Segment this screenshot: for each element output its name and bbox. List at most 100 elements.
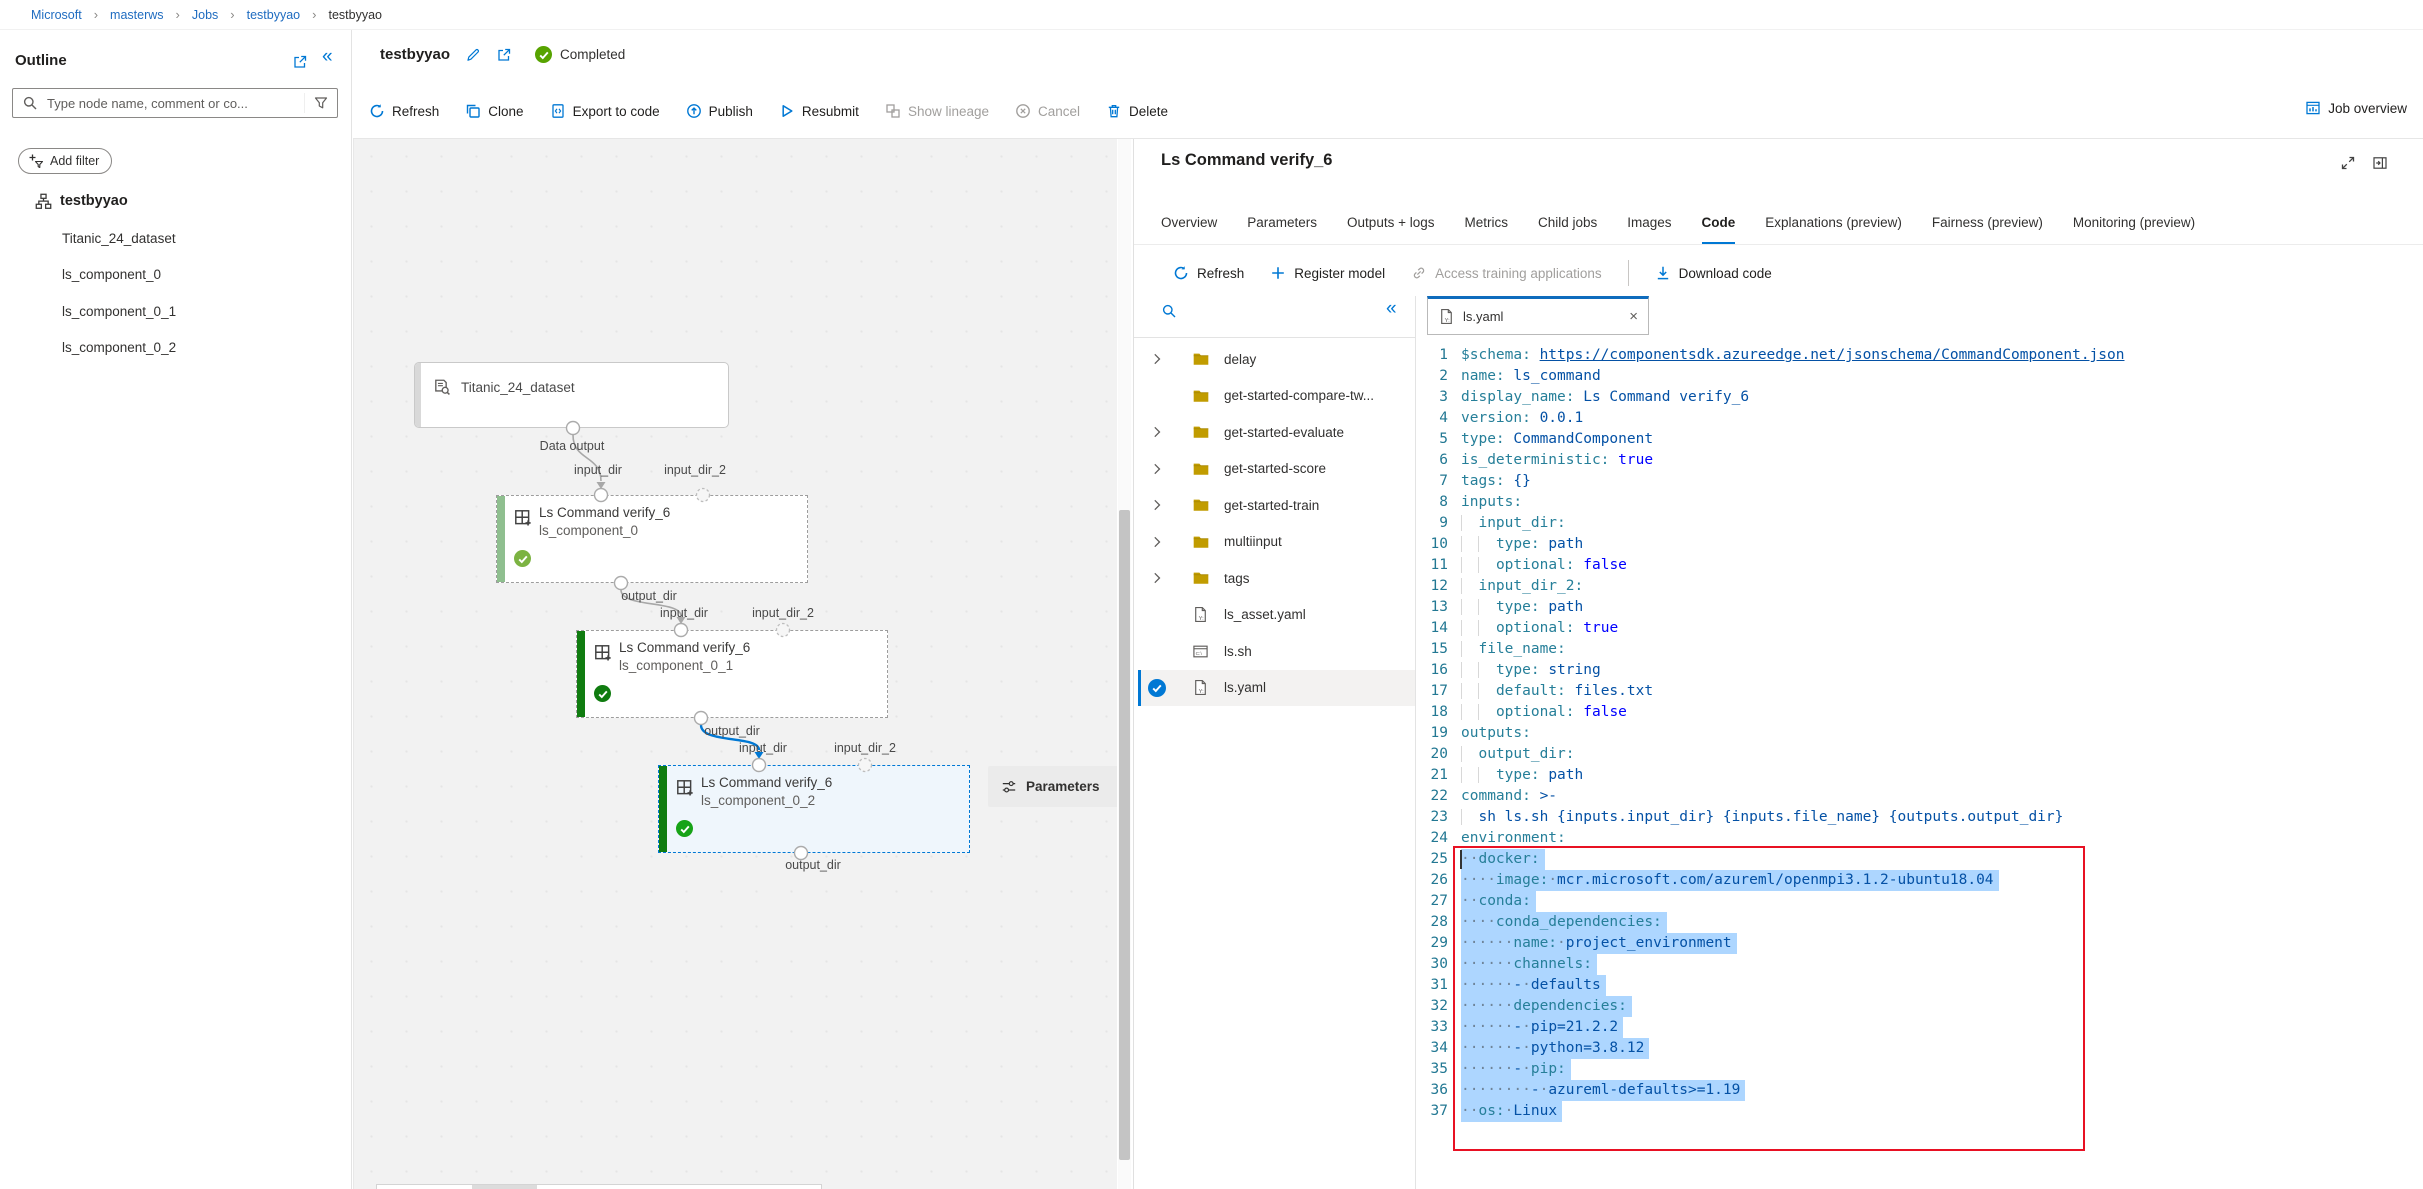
- code-line-37[interactable]: 37 ··os:·Linux: [1422, 1101, 2423, 1122]
- code-line-12[interactable]: 12 input_dir_2:: [1422, 576, 2423, 597]
- parameters-button[interactable]: Parameters: [988, 766, 1117, 807]
- tab-images[interactable]: Images: [1627, 215, 1672, 230]
- node-search-input[interactable]: [45, 94, 296, 112]
- file-row-ls-asset-yaml[interactable]: Y: ls_asset.yaml: [1138, 597, 1415, 634]
- code-line-32[interactable]: 32 ······dependencies:: [1422, 996, 2423, 1017]
- resubmit-button[interactable]: Resubmit: [779, 103, 859, 119]
- collapse-file-tree-icon[interactable]: «: [1386, 298, 1397, 319]
- file-row-tags[interactable]: tags: [1138, 560, 1415, 597]
- share-icon[interactable]: [496, 47, 512, 63]
- tab-parameters[interactable]: Parameters: [1247, 215, 1318, 230]
- tab-outputs-logs[interactable]: Outputs + logs: [1347, 215, 1435, 230]
- chevron-right-icon[interactable]: [1148, 461, 1166, 477]
- code-line-19[interactable]: 19 outputs:: [1422, 723, 2423, 744]
- tab-overview[interactable]: Overview: [1161, 215, 1218, 230]
- tab-child-jobs[interactable]: Child jobs: [1537, 215, 1598, 230]
- breadcrumb-item-jobs-2[interactable]: Jobs: [191, 7, 219, 22]
- code-line-13[interactable]: 13 type: path: [1422, 597, 2423, 618]
- graph-node-ls-component-0[interactable]: Ls Command verify_6 ls_component_0: [496, 495, 808, 583]
- chevron-right-icon[interactable]: [1148, 497, 1166, 513]
- code-line-35[interactable]: 35 ······-·pip:: [1422, 1059, 2423, 1080]
- expand-panel-icon[interactable]: [2340, 155, 2356, 171]
- code-line-24[interactable]: 24 environment:: [1422, 828, 2423, 849]
- code-line-17[interactable]: 17 default: files.txt: [1422, 681, 2423, 702]
- code-line-16[interactable]: 16 type: string: [1422, 660, 2423, 681]
- chevron-right-icon[interactable]: [1148, 424, 1166, 440]
- clone-button[interactable]: Clone: [465, 103, 524, 119]
- delete-button[interactable]: Delete: [1106, 103, 1168, 119]
- refresh-button[interactable]: Refresh: [369, 103, 439, 119]
- sidebar-item-ls-component-0-2-4[interactable]: ls_component_0_2: [0, 332, 351, 364]
- code-line-1[interactable]: 1 $schema: https://componentsdk.azureedge…: [1422, 345, 2423, 366]
- code-line-18[interactable]: 18 optional: false: [1422, 702, 2423, 723]
- tab-explanations-preview[interactable]: Explanations (preview): [1765, 215, 1902, 230]
- scrollbar-thumb[interactable]: [1119, 510, 1130, 1160]
- chevron-right-icon[interactable]: [1148, 570, 1166, 586]
- sidebar-item-testbyyao[interactable]: testbyyao: [0, 185, 351, 217]
- code-line-31[interactable]: 31 ······-·defaults: [1422, 975, 2423, 996]
- chevron-right-icon[interactable]: [1148, 351, 1166, 367]
- breadcrumb-item-testbyyao-3[interactable]: testbyyao: [246, 7, 301, 22]
- code-line-7[interactable]: 7 tags: {}: [1422, 471, 2423, 492]
- export-to-code-button[interactable]: Export to code: [550, 103, 660, 119]
- file-row-get-started-compare-tw[interactable]: get-started-compare-tw...: [1138, 378, 1415, 415]
- file-row-ls-yaml[interactable]: Y: ls.yaml: [1138, 669, 1415, 706]
- code-line-34[interactable]: 34 ······-·python=3.8.12: [1422, 1038, 2423, 1059]
- tab-monitoring-preview[interactable]: Monitoring (preview): [2072, 215, 2196, 230]
- code-line-20[interactable]: 20 output_dir:: [1422, 744, 2423, 765]
- tab-fairness-preview[interactable]: Fairness (preview): [1931, 215, 2043, 230]
- code-line-28[interactable]: 28 ····conda_dependencies:: [1422, 912, 2423, 933]
- file-row-ls-sh[interactable]: C:\ ls.sh: [1138, 633, 1415, 670]
- code-line-14[interactable]: 14 optional: true: [1422, 618, 2423, 639]
- sidebar-item-ls-component-0-2[interactable]: ls_component_0: [0, 259, 351, 291]
- code-line-21[interactable]: 21 type: path: [1422, 765, 2423, 786]
- edit-icon[interactable]: [465, 47, 481, 63]
- sidebar-item-titanic-24-dataset-1[interactable]: Titanic_24_dataset: [0, 222, 351, 254]
- code-line-25[interactable]: 25 ··docker:: [1422, 849, 2423, 870]
- chevron-right-icon[interactable]: [1148, 534, 1166, 550]
- share-icon[interactable]: [292, 54, 308, 75]
- filter-icon[interactable]: [304, 93, 329, 113]
- canvas-zoom-toolbar[interactable]: [376, 1184, 822, 1189]
- pipeline-canvas[interactable]: Titanic_24_dataset Ls Command verify_6 ls_…: [353, 139, 1117, 1189]
- code-line-15[interactable]: 15 file_name:: [1422, 639, 2423, 660]
- file-row-get-started-score[interactable]: get-started-score: [1138, 451, 1415, 488]
- sidebar-item-ls-component-0-1-3[interactable]: ls_component_0_1: [0, 295, 351, 327]
- graph-node-ls-component-0-2[interactable]: Ls Command verify_6 ls_component_0_2: [658, 765, 970, 853]
- code-line-4[interactable]: 4 version: 0.0.1: [1422, 408, 2423, 429]
- code-line-33[interactable]: 33 ······-·pip=21.2.2: [1422, 1017, 2423, 1038]
- publish-button[interactable]: Publish: [686, 103, 753, 119]
- file-row-multiinput[interactable]: multiinput: [1138, 524, 1415, 561]
- code-line-5[interactable]: 5 type: CommandComponent: [1422, 429, 2423, 450]
- graph-node-ls-component-0-1[interactable]: Ls Command verify_6 ls_component_0_1: [576, 630, 888, 718]
- graph-node-titanic-24-dataset[interactable]: Titanic_24_dataset: [414, 362, 729, 428]
- tab-code[interactable]: Code: [1701, 215, 1736, 245]
- collapse-sidebar-icon[interactable]: «: [322, 46, 333, 67]
- open-in-panel-icon[interactable]: [2372, 155, 2388, 171]
- register-model-button[interactable]: Register model: [1270, 265, 1385, 281]
- job-overview-button[interactable]: Job overview: [2305, 100, 2407, 116]
- code-line-3[interactable]: 3 display_name: Ls Command verify_6: [1422, 387, 2423, 408]
- file-row-get-started-evaluate[interactable]: get-started-evaluate: [1138, 414, 1415, 451]
- schema-link[interactable]: https://componentsdk.azureedge.net/jsons…: [1539, 347, 2125, 363]
- download-code-button[interactable]: Download code: [1655, 265, 1772, 281]
- refresh-button[interactable]: Refresh: [1173, 265, 1244, 281]
- add-filter-button[interactable]: Add filter: [18, 148, 113, 174]
- code-line-22[interactable]: 22 command: >-: [1422, 786, 2423, 807]
- code-line-9[interactable]: 9 input_dir:: [1422, 513, 2423, 534]
- code-line-23[interactable]: 23 sh ls.sh {inputs.input_dir} {inputs.f…: [1422, 807, 2423, 828]
- code-line-30[interactable]: 30 ······channels:: [1422, 954, 2423, 975]
- code-line-26[interactable]: 26 ····image:·mcr.microsoft.com/azureml/o…: [1422, 870, 2423, 891]
- file-row-delay[interactable]: delay: [1138, 341, 1415, 378]
- code-line-36[interactable]: 36 ········-·azureml-defaults>=1.19: [1422, 1080, 2423, 1101]
- tab-metrics[interactable]: Metrics: [1464, 215, 1508, 230]
- close-tab-icon[interactable]: ×: [1629, 307, 1638, 325]
- file-row-get-started-train[interactable]: get-started-train: [1138, 487, 1415, 524]
- code-line-8[interactable]: 8 inputs:: [1422, 492, 2423, 513]
- code-line-6[interactable]: 6 is_deterministic: true: [1422, 450, 2423, 471]
- breadcrumb-item-microsoft-0[interactable]: Microsoft: [31, 7, 82, 22]
- code-line-2[interactable]: 2 name: ls_command: [1422, 366, 2423, 387]
- editor-tab-ls-yaml[interactable]: Y: ls.yaml ×: [1427, 296, 1649, 335]
- code-line-29[interactable]: 29 ······name:·project_environment: [1422, 933, 2423, 954]
- file-search-icon[interactable]: [1161, 303, 1177, 319]
